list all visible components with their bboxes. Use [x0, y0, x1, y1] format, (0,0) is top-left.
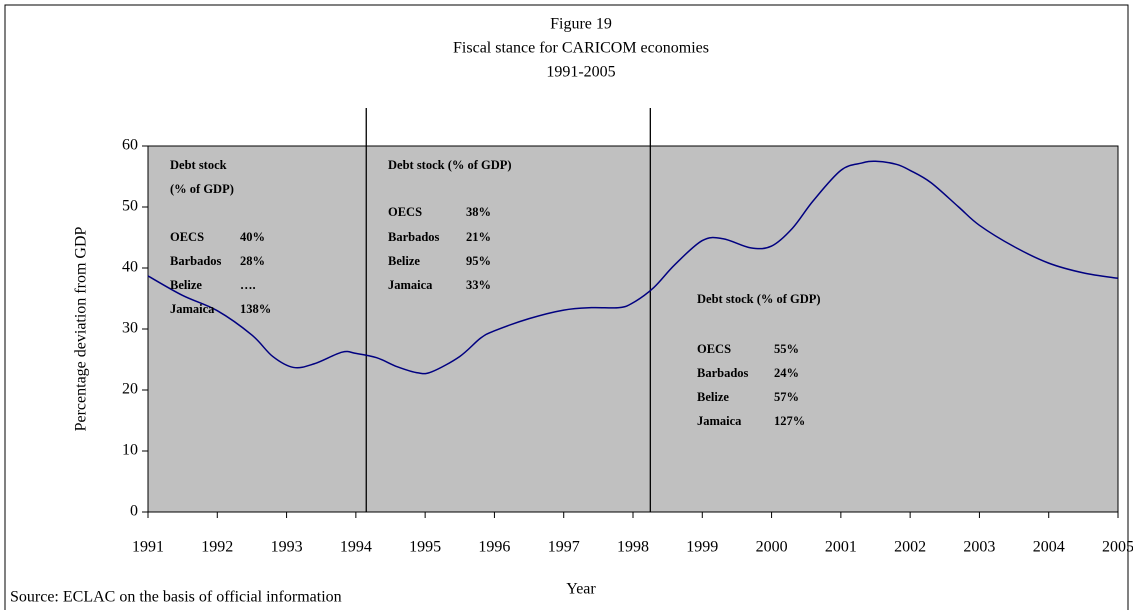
- annotation-value: 40%: [240, 230, 265, 244]
- y-tick-label: 50: [122, 198, 138, 215]
- source-note: Source: ECLAC on the basis of official i…: [10, 589, 342, 606]
- annotation-label: Belize: [170, 278, 202, 292]
- x-tick-label: 1994: [340, 539, 372, 556]
- annotation-label: Jamaica: [170, 302, 215, 316]
- annotation-label: Belize: [697, 390, 729, 404]
- y-axis-label: Percentage deviation from GDP: [73, 226, 90, 431]
- x-tick-label: 2005: [1102, 539, 1133, 556]
- annotation-value: 28%: [240, 254, 265, 268]
- y-tick-label: 0: [130, 503, 138, 520]
- annotation-label: Barbados: [170, 254, 222, 268]
- x-tick-label: 1995: [409, 539, 441, 556]
- chart-title: Figure 19: [550, 16, 612, 33]
- annotation-value: 21%: [466, 230, 491, 244]
- x-axis-label: Year: [566, 581, 596, 598]
- x-tick-label: 1998: [617, 539, 649, 556]
- y-tick-label: 10: [122, 442, 138, 459]
- annotation-value: 55%: [774, 342, 799, 356]
- annotation-label: OECS: [388, 205, 422, 219]
- annotation-label: OECS: [697, 342, 731, 356]
- annotation-heading: (% of GDP): [170, 182, 234, 196]
- x-tick-label: 2000: [756, 539, 788, 556]
- chart-subtitle: 1991-2005: [546, 64, 615, 81]
- annotation-label: Barbados: [697, 366, 749, 380]
- y-tick-label: 40: [122, 259, 138, 276]
- annotation-value: 138%: [240, 302, 271, 316]
- annotation-value: ….: [240, 278, 256, 292]
- annotation-value: 38%: [466, 205, 491, 219]
- annotation-value: 57%: [774, 390, 799, 404]
- annotation-heading: Debt stock (% of GDP): [388, 158, 512, 172]
- x-tick-label: 2002: [894, 539, 926, 556]
- annotation-value: 24%: [774, 366, 799, 380]
- y-tick-label: 60: [122, 137, 138, 154]
- plot-area: [147, 145, 1119, 513]
- x-tick-label: 2004: [1033, 539, 1065, 556]
- x-tick-label: 2003: [963, 539, 995, 556]
- annotation-heading: Debt stock: [170, 158, 227, 172]
- y-tick-label: 20: [122, 381, 138, 398]
- x-tick-label: 1993: [271, 539, 303, 556]
- frame: [4, 4, 1129, 610]
- x-tick-label: 1999: [686, 539, 718, 556]
- chart-subtitle: Fiscal stance for CARICOM economies: [453, 40, 709, 57]
- x-tick-label: 1992: [201, 539, 233, 556]
- annotation-value: 33%: [466, 278, 491, 292]
- annotation-value: 127%: [774, 414, 805, 428]
- y-tick-label: 30: [122, 320, 138, 337]
- annotation-label: OECS: [170, 230, 204, 244]
- annotation-heading: Debt stock (% of GDP): [697, 292, 821, 306]
- annotation-label: Barbados: [388, 230, 440, 244]
- annotation-label: Jamaica: [388, 278, 433, 292]
- annotation-value: 95%: [466, 254, 491, 268]
- data-line: [147, 160, 1119, 375]
- annotation-label: Jamaica: [697, 414, 742, 428]
- annotation-label: Belize: [388, 254, 420, 268]
- x-tick-label: 2001: [825, 539, 857, 556]
- x-tick-label: 1997: [548, 539, 580, 556]
- x-tick-label: 1996: [478, 539, 510, 556]
- x-tick-label: 1991: [132, 539, 164, 556]
